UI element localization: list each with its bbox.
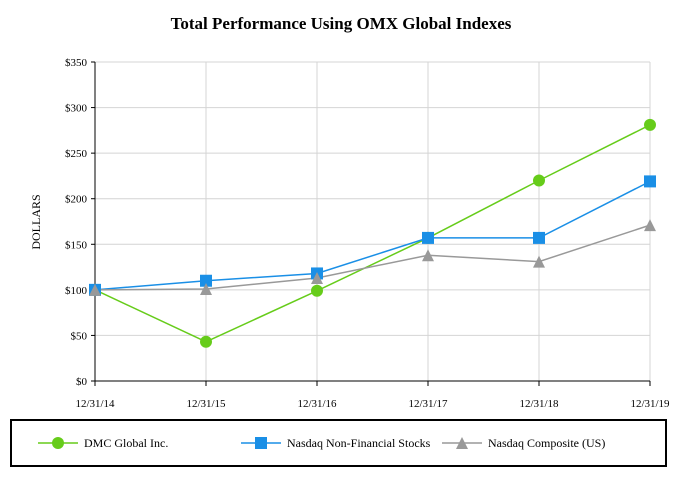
line-chart: $0 $50 $100 $150 $200 $250 $300 $350 12/31/14 12/… [29, 57, 670, 410]
legend-label-nasdaq-nonfin: Nasdaq Non-Financial Stocks [287, 435, 431, 450]
y-tick-label: $50 [71, 330, 88, 342]
legend-label-nasdaq-composite: Nasdaq Composite (US) [488, 435, 606, 450]
data-point-circle [533, 174, 545, 187]
data-point-triangle [311, 272, 323, 285]
data-point-circle [200, 335, 212, 348]
series-line [94, 224, 651, 291]
data-point-triangle [644, 219, 656, 232]
y-tick-label: $0 [76, 376, 88, 388]
data-point-square [533, 231, 545, 244]
x-tick-label: 12/31/18 [519, 398, 559, 410]
series-line [94, 180, 651, 291]
y-axis-label: DOLLARS [29, 194, 43, 249]
series-line [94, 124, 651, 343]
y-tick-label: $200 [65, 194, 88, 206]
y-tick-label: $150 [65, 239, 88, 251]
data-point-triangle [200, 282, 212, 295]
data-point-triangle [533, 255, 545, 268]
legend-label-dmc: DMC Global Inc. [84, 435, 169, 450]
chart-title: Total Performance Using OMX Global Index… [170, 14, 512, 33]
legend-marker-square-icon [241, 437, 281, 449]
x-tick-label: 12/31/15 [186, 398, 226, 410]
legend-item-nasdaq-nonfin: Nasdaq Non-Financial Stocks [241, 421, 430, 465]
data-point-circle [311, 284, 323, 297]
legend: DMC Global Inc. Nasdaq Non-Financial Sto… [10, 419, 667, 467]
y-tick-label: $300 [65, 103, 88, 115]
x-tick-label: 12/31/17 [408, 398, 448, 410]
legend-item-dmc: DMC Global Inc. [38, 421, 168, 465]
legend-marker-circle-icon [38, 437, 78, 449]
axes [91, 61, 651, 386]
x-tick-label: 12/31/19 [630, 398, 670, 410]
y-tick-label: $250 [65, 148, 88, 160]
legend-item-nasdaq-composite: Nasdaq Composite (US) [442, 421, 605, 465]
x-tick-label: 12/31/16 [297, 398, 337, 410]
y-tick-label: $350 [65, 57, 88, 69]
grid [95, 61, 651, 381]
tick-labels: $0 $50 $100 $150 $200 $250 $300 $350 12/31/14 12/… [65, 57, 670, 410]
data-point-square [644, 175, 656, 188]
data-point-triangle [89, 283, 101, 296]
data-point-square [200, 274, 212, 287]
data-point-triangle [422, 249, 434, 262]
y-tick-label: $100 [65, 285, 88, 297]
x-tick-label: 12/31/14 [75, 398, 115, 410]
data-point-square [422, 231, 434, 244]
legend-marker-triangle-icon [442, 437, 482, 449]
data-point-circle [644, 118, 656, 131]
series-lines [89, 118, 656, 348]
